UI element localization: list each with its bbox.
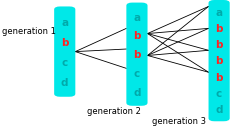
FancyBboxPatch shape [54,6,75,97]
Text: a: a [133,13,140,23]
FancyBboxPatch shape [209,0,230,121]
Text: b: b [215,57,223,66]
Text: b: b [215,24,223,34]
Text: generation 2: generation 2 [87,107,141,116]
Text: b: b [61,38,68,48]
Text: b: b [133,50,141,60]
Text: c: c [62,58,68,68]
Text: b: b [133,31,141,41]
Text: a: a [216,8,223,18]
Text: c: c [134,69,140,79]
Text: d: d [133,88,141,98]
Text: a: a [61,18,68,27]
Text: b: b [215,40,223,50]
Text: generation 1: generation 1 [2,27,56,36]
Text: c: c [216,89,222,99]
Text: d: d [61,78,68,88]
Text: b: b [215,73,223,83]
Text: d: d [215,105,223,115]
Text: generation 3: generation 3 [152,117,206,126]
FancyBboxPatch shape [126,3,147,106]
